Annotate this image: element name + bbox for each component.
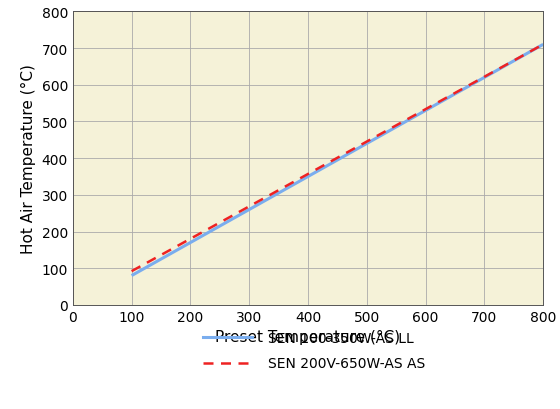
Legend: SEN 100-350W-AS LL, SEN 200V-650W-AS AS: SEN 100-350W-AS LL, SEN 200V-650W-AS AS xyxy=(197,326,431,376)
X-axis label: Preset Temperature (°C): Preset Temperature (°C) xyxy=(216,330,400,344)
Y-axis label: Hot Air Temperature (°C): Hot Air Temperature (°C) xyxy=(21,64,36,254)
